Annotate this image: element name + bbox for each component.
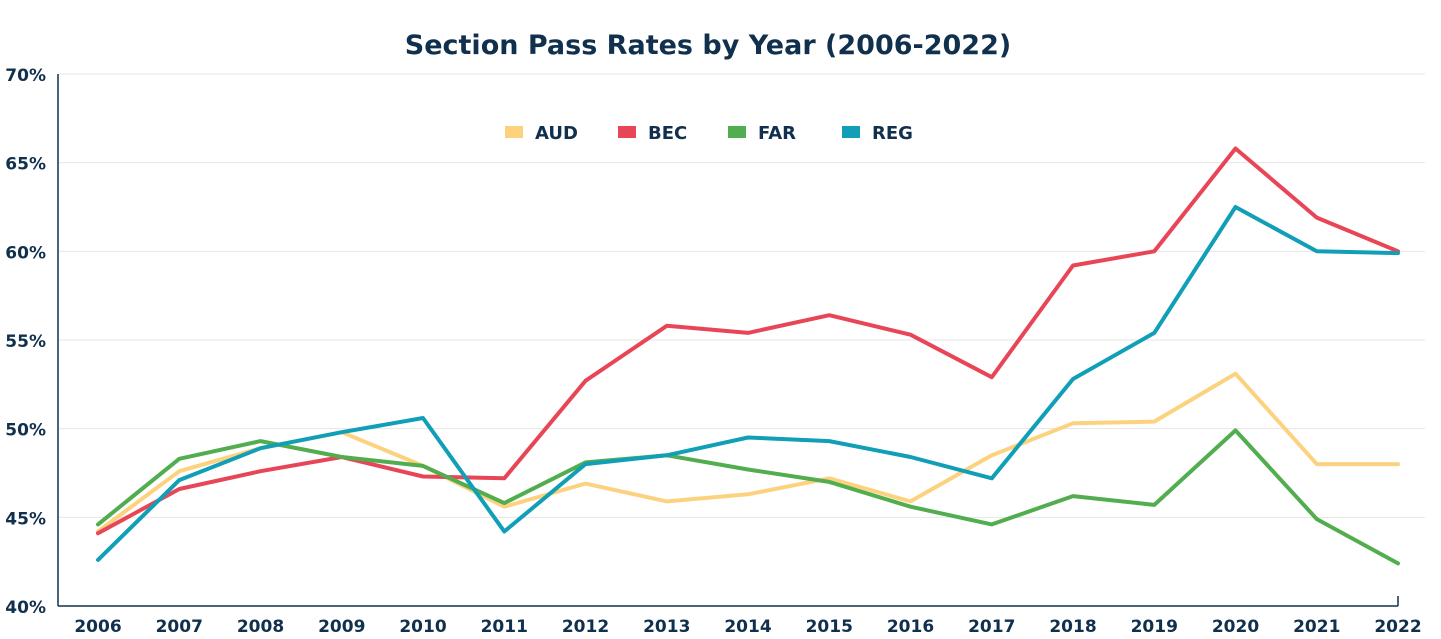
y-tick-label: 45% <box>5 509 46 529</box>
legend-label: AUD <box>535 123 578 144</box>
x-tick-label: 2011 <box>481 617 528 637</box>
y-tick-label: 55% <box>5 332 46 352</box>
y-tick-label: 50% <box>5 421 46 441</box>
x-tick-label: 2014 <box>724 617 771 637</box>
y-tick-label: 70% <box>5 66 46 86</box>
legend-swatch <box>618 126 636 138</box>
chart-title: Section Pass Rates by Year (2006-2022) <box>405 30 1011 61</box>
x-tick-label: 2019 <box>1131 617 1178 637</box>
legend-label: REG <box>872 123 913 144</box>
x-tick-label: 2012 <box>562 617 609 637</box>
y-tick-label: 60% <box>5 243 46 263</box>
legend-swatch <box>728 126 746 138</box>
axes <box>57 74 1399 607</box>
legend-item-reg: REG <box>842 123 913 144</box>
legend-item-far: FAR <box>728 123 796 144</box>
x-tick-label: 2017 <box>968 617 1015 637</box>
x-tick-label: 2015 <box>806 617 853 637</box>
legend-label: FAR <box>758 123 796 144</box>
legend-swatch <box>505 126 523 138</box>
series-line-far <box>96 428 1400 566</box>
x-axis-tick-labels: 2006 2007 2008 2009 2010 2011 2012 2013 2014 2015… <box>74 617 1421 637</box>
legend-swatch <box>842 126 860 138</box>
x-tick-label: 2020 <box>1212 617 1259 637</box>
x-tick-label: 2016 <box>887 617 934 637</box>
legend-item-aud: AUD <box>505 123 578 144</box>
x-tick-label: 2006 <box>74 617 121 637</box>
x-tick-label: 2008 <box>237 617 284 637</box>
y-tick-label: 65% <box>5 155 46 175</box>
x-tick-label: 2022 <box>1374 617 1421 637</box>
x-tick-label: 2018 <box>1049 617 1096 637</box>
legend-label: BEC <box>648 123 687 144</box>
series-line-bec <box>96 146 1400 536</box>
x-tick-label: 2007 <box>156 617 203 637</box>
series-lines <box>96 146 1400 566</box>
series-line-aud <box>96 371 1400 534</box>
x-tick-label: 2010 <box>399 617 446 637</box>
series-line-reg <box>96 205 1400 562</box>
legend: AUD BEC FAR REG <box>505 123 913 144</box>
legend-item-bec: BEC <box>618 123 687 144</box>
x-tick-label: 2009 <box>318 617 365 637</box>
y-tick-label: 40% <box>5 598 46 618</box>
y-axis-tick-labels: 40% 45% 50% 55% 60% 65% 70% <box>5 66 46 618</box>
gridlines <box>58 73 1425 518</box>
x-tick-label: 2013 <box>643 617 690 637</box>
x-tick-label: 2021 <box>1293 617 1340 637</box>
